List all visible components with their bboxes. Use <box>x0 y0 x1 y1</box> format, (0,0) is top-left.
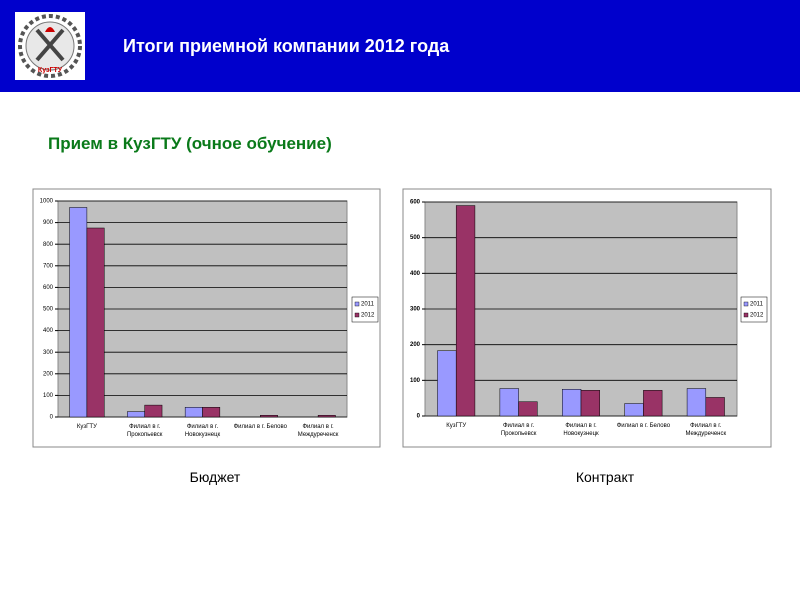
legend-swatch <box>743 312 749 318</box>
bar <box>518 401 538 417</box>
logo-text: КузГТУ <box>38 67 63 74</box>
y-tick-label: 200 <box>410 342 421 348</box>
bar <box>260 415 278 418</box>
y-tick-label: 200 <box>43 371 54 377</box>
y-tick-label: 0 <box>417 414 421 420</box>
bar <box>643 390 663 417</box>
x-tick-label: Филиал в г. Новокузнецк <box>184 424 221 438</box>
subtitle: Прием в КузГТУ (очное обучение) <box>48 134 332 153</box>
x-tick-label: Филиал в г. Прокопьевск <box>126 424 163 438</box>
bar <box>705 397 725 417</box>
y-tick-label: 1000 <box>40 199 54 205</box>
y-tick-label: 600 <box>43 285 54 291</box>
y-tick-label: 300 <box>410 307 421 313</box>
x-tick-label: КузГТУ <box>76 424 97 430</box>
bar <box>144 404 163 418</box>
bar <box>624 403 644 417</box>
legend-swatch <box>743 301 749 307</box>
y-tick-label: 700 <box>43 263 54 269</box>
x-tick-label: Филиал в г. Междуреченск <box>685 423 727 437</box>
slide-title: Итоги приемной компании 2012 года <box>123 36 450 56</box>
bar <box>499 388 519 417</box>
y-tick-label: 300 <box>43 350 54 356</box>
y-tick-label: 800 <box>43 242 54 248</box>
legend-label: 2011 <box>361 302 375 308</box>
legend-swatch <box>354 312 360 318</box>
bar <box>686 388 707 417</box>
x-tick-label: Филиал в г. Белово <box>233 424 287 430</box>
x-tick-label: КузГТУ <box>446 423 467 429</box>
header-bar <box>0 0 800 92</box>
bar <box>580 390 600 417</box>
y-tick-label: 500 <box>43 307 54 313</box>
bar <box>202 407 221 418</box>
legend-box <box>351 296 379 323</box>
bar <box>86 227 105 418</box>
bar <box>437 350 457 417</box>
legend-label: 2012 <box>361 313 375 319</box>
legend-swatch <box>354 301 360 307</box>
y-tick-label: 600 <box>410 200 421 206</box>
y-tick-label: 100 <box>410 378 421 384</box>
bar <box>455 205 476 417</box>
x-tick-label: Филиал в г. Белово <box>616 423 671 429</box>
y-tick-label: 100 <box>43 393 54 399</box>
y-tick-label: 400 <box>43 328 54 334</box>
y-tick-label: 0 <box>50 415 54 421</box>
y-tick-label: 400 <box>410 271 421 277</box>
chart-caption: Бюджет <box>189 469 241 485</box>
bar <box>317 415 336 418</box>
bar <box>562 389 582 417</box>
x-tick-label: Филиал в г. Новокузнецк <box>563 423 599 437</box>
x-tick-label: Филиал в г. Прокопьевск <box>500 423 537 437</box>
x-tick-label: Филиал в г. Междуреченск <box>297 424 339 438</box>
legend-label: 2012 <box>750 313 764 319</box>
y-tick-label: 900 <box>43 220 54 226</box>
y-tick-label: 500 <box>410 235 421 241</box>
logo: КузГТУ <box>15 12 85 80</box>
legend-box <box>740 296 768 323</box>
legend-label: 2011 <box>750 302 764 308</box>
chart-caption: Контракт <box>575 469 635 485</box>
